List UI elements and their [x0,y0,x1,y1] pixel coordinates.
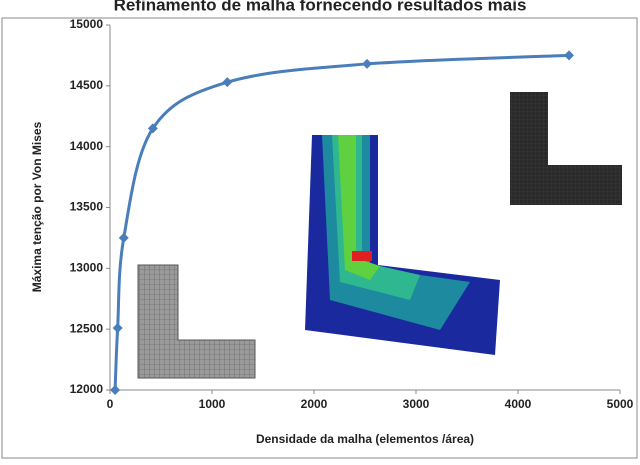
y-tick-label: 13000 [70,261,104,275]
chart-title: Refinamento de malha fornecendo resultad… [114,0,527,14]
fine-mesh-image [510,92,622,205]
stress-plot-image [305,135,500,355]
y-tick-label: 12500 [70,321,104,335]
coarse-mesh-image [138,265,255,378]
y-axis-label: Máxima tenção por Von Mises [30,121,44,292]
x-tick-label: 2000 [301,397,328,411]
x-tick-label: 1000 [199,397,226,411]
y-tick-label: 15000 [70,17,104,31]
chart: Refinamento de malha fornecendo resultad… [0,0,640,460]
x-tick-label: 4000 [505,397,532,411]
y-tick-label: 14000 [70,139,104,153]
x-axis-label: Densidade da malha (elementos /área) [256,432,474,446]
y-tick-label: 14500 [70,78,104,92]
data-point [119,233,129,243]
data-point [110,385,120,395]
x-tick-label: 3000 [403,397,430,411]
x-tick-label: 5000 [607,397,634,411]
data-point [222,77,232,87]
y-tick-label: 12000 [70,382,104,396]
data-point [564,50,574,60]
x-tick-label: 0 [107,397,114,411]
y-tick-label: 13500 [70,200,104,214]
data-point [362,59,372,69]
data-point [113,323,123,333]
